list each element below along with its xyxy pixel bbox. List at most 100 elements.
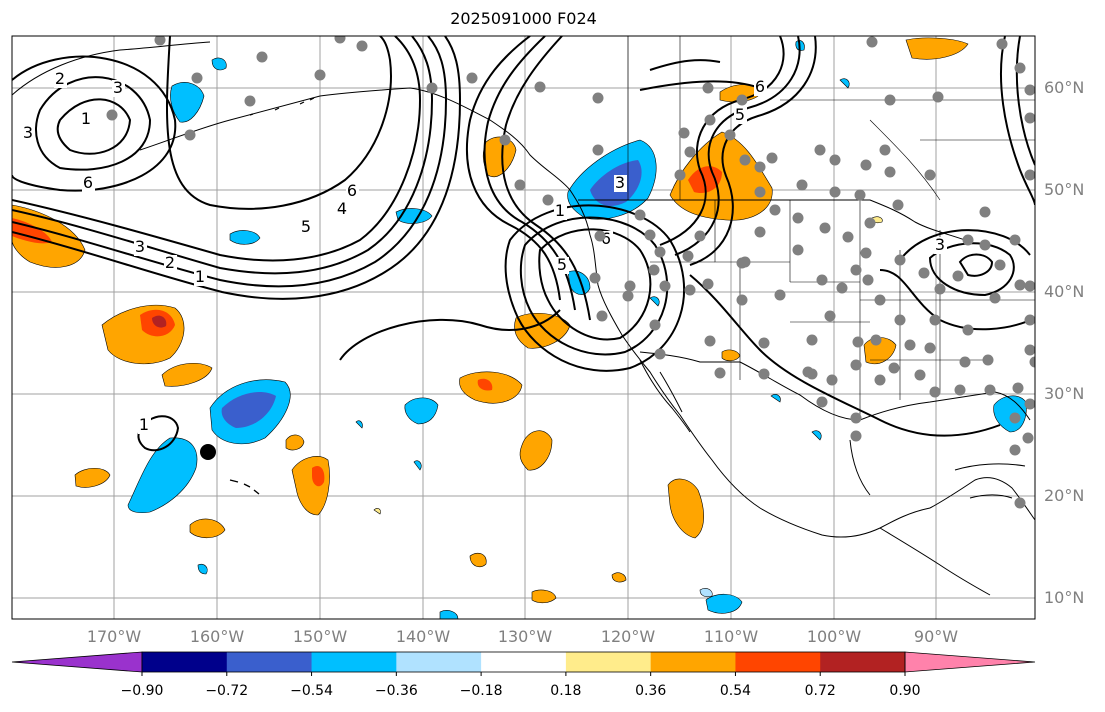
station-dot [984, 384, 996, 396]
station-dot [592, 144, 604, 156]
colorbar-swatch [396, 652, 482, 672]
colorbar-tick-label: 0.90 [889, 683, 921, 699]
contour-label: 3 [615, 173, 625, 192]
station-dot [644, 229, 656, 241]
station-dot [774, 289, 786, 301]
longitude-label: 120°W [600, 627, 656, 646]
station-dot [648, 264, 660, 276]
contour-label: 5 [735, 105, 745, 124]
colorbar-extend-high [904, 651, 1036, 673]
station-dot [769, 204, 781, 216]
map-title: 2025091000 F024 [450, 9, 597, 28]
contour-label-bg [614, 175, 627, 192]
latitude-label: 30°N [1044, 384, 1085, 403]
station-dot [758, 337, 770, 349]
contour-label: 3 [23, 123, 33, 142]
station-dot [829, 186, 841, 198]
station-dot [929, 314, 941, 326]
colorbar-outline [141, 651, 906, 673]
longitude-label: 90°W [913, 627, 959, 646]
station-dot [826, 374, 838, 386]
colorbar-extend-low [11, 651, 143, 673]
colorbar-tick-label: −0.72 [205, 683, 249, 699]
colorbar-swatch [820, 652, 906, 672]
station-dot [894, 254, 906, 266]
station-dot [622, 290, 634, 302]
station-dot [792, 212, 804, 224]
station-dot [674, 169, 686, 181]
station-dot [892, 199, 904, 211]
station-dot [854, 189, 866, 201]
negative-anomaly-shading [127, 40, 1027, 619]
contour-label: 6 [755, 77, 765, 96]
station-dot [1024, 344, 1035, 356]
station-dot [499, 134, 511, 146]
station-dot [1009, 444, 1021, 456]
contour-label: 6 [601, 229, 611, 248]
station-dot [1012, 382, 1024, 394]
colorbar-tick-label: 0.72 [804, 683, 836, 699]
station-dot [850, 264, 862, 276]
station-dot [154, 36, 166, 46]
station-dot [659, 280, 671, 292]
station-dot [678, 127, 690, 139]
station-dot [739, 154, 751, 166]
station-dot [334, 36, 346, 44]
station-dot [962, 234, 974, 246]
station-dot [924, 342, 936, 354]
station-dot [962, 324, 974, 336]
station-dot [736, 294, 748, 306]
longitude-label: 140°W [395, 627, 451, 646]
latitude-label: 50°N [1044, 180, 1085, 199]
contour-label: 2 [55, 69, 65, 88]
station-dot [649, 319, 661, 331]
positive-anomaly-shading [12, 37, 969, 604]
station-dot [796, 179, 808, 191]
station-dot [191, 72, 203, 84]
station-dot [816, 396, 828, 408]
station-dot [996, 38, 1008, 50]
contour-label-bg [54, 71, 67, 88]
station-dot [850, 412, 862, 424]
contour-label: 1 [195, 267, 205, 286]
station-dot [654, 246, 666, 258]
longitude-label: 170°W [86, 627, 142, 646]
colorbar-swatch [226, 652, 313, 672]
station-dot [870, 334, 882, 346]
station-dot [1014, 62, 1026, 74]
station-dot [874, 374, 886, 386]
map-border [11, 35, 1036, 620]
contour-label: 2 [165, 253, 175, 272]
station-dot [904, 339, 916, 351]
station-dot [1024, 314, 1035, 326]
station-dot [954, 384, 966, 396]
station-dot [982, 354, 994, 366]
contour-label: 1 [139, 415, 149, 434]
contour-label: 6 [347, 181, 357, 200]
station-dot [184, 129, 196, 141]
colorbar-swatch [481, 652, 567, 672]
latitude-label: 40°N [1044, 282, 1085, 301]
latitude-label: 60°N [1044, 78, 1085, 97]
station-dot [918, 267, 930, 279]
station-dot [952, 270, 964, 282]
station-dot [894, 314, 906, 326]
contour-label-bg [22, 125, 35, 142]
station-dot [819, 222, 831, 234]
station-dot [874, 294, 886, 306]
station-dot [466, 72, 478, 84]
colorbar-tick-label: 0.18 [550, 683, 582, 699]
station-dot [959, 356, 971, 368]
station-dot [634, 209, 646, 221]
contour-label-bg [734, 107, 747, 124]
station-dot [914, 369, 926, 381]
station-dot [256, 51, 268, 63]
station-dot [736, 257, 748, 269]
colorbar-tick-label: −0.54 [290, 683, 333, 699]
station-dot [836, 282, 848, 294]
station-dot [1009, 412, 1021, 424]
station-dot [1024, 84, 1035, 96]
location-marker [200, 444, 216, 460]
station-dot [866, 36, 878, 48]
